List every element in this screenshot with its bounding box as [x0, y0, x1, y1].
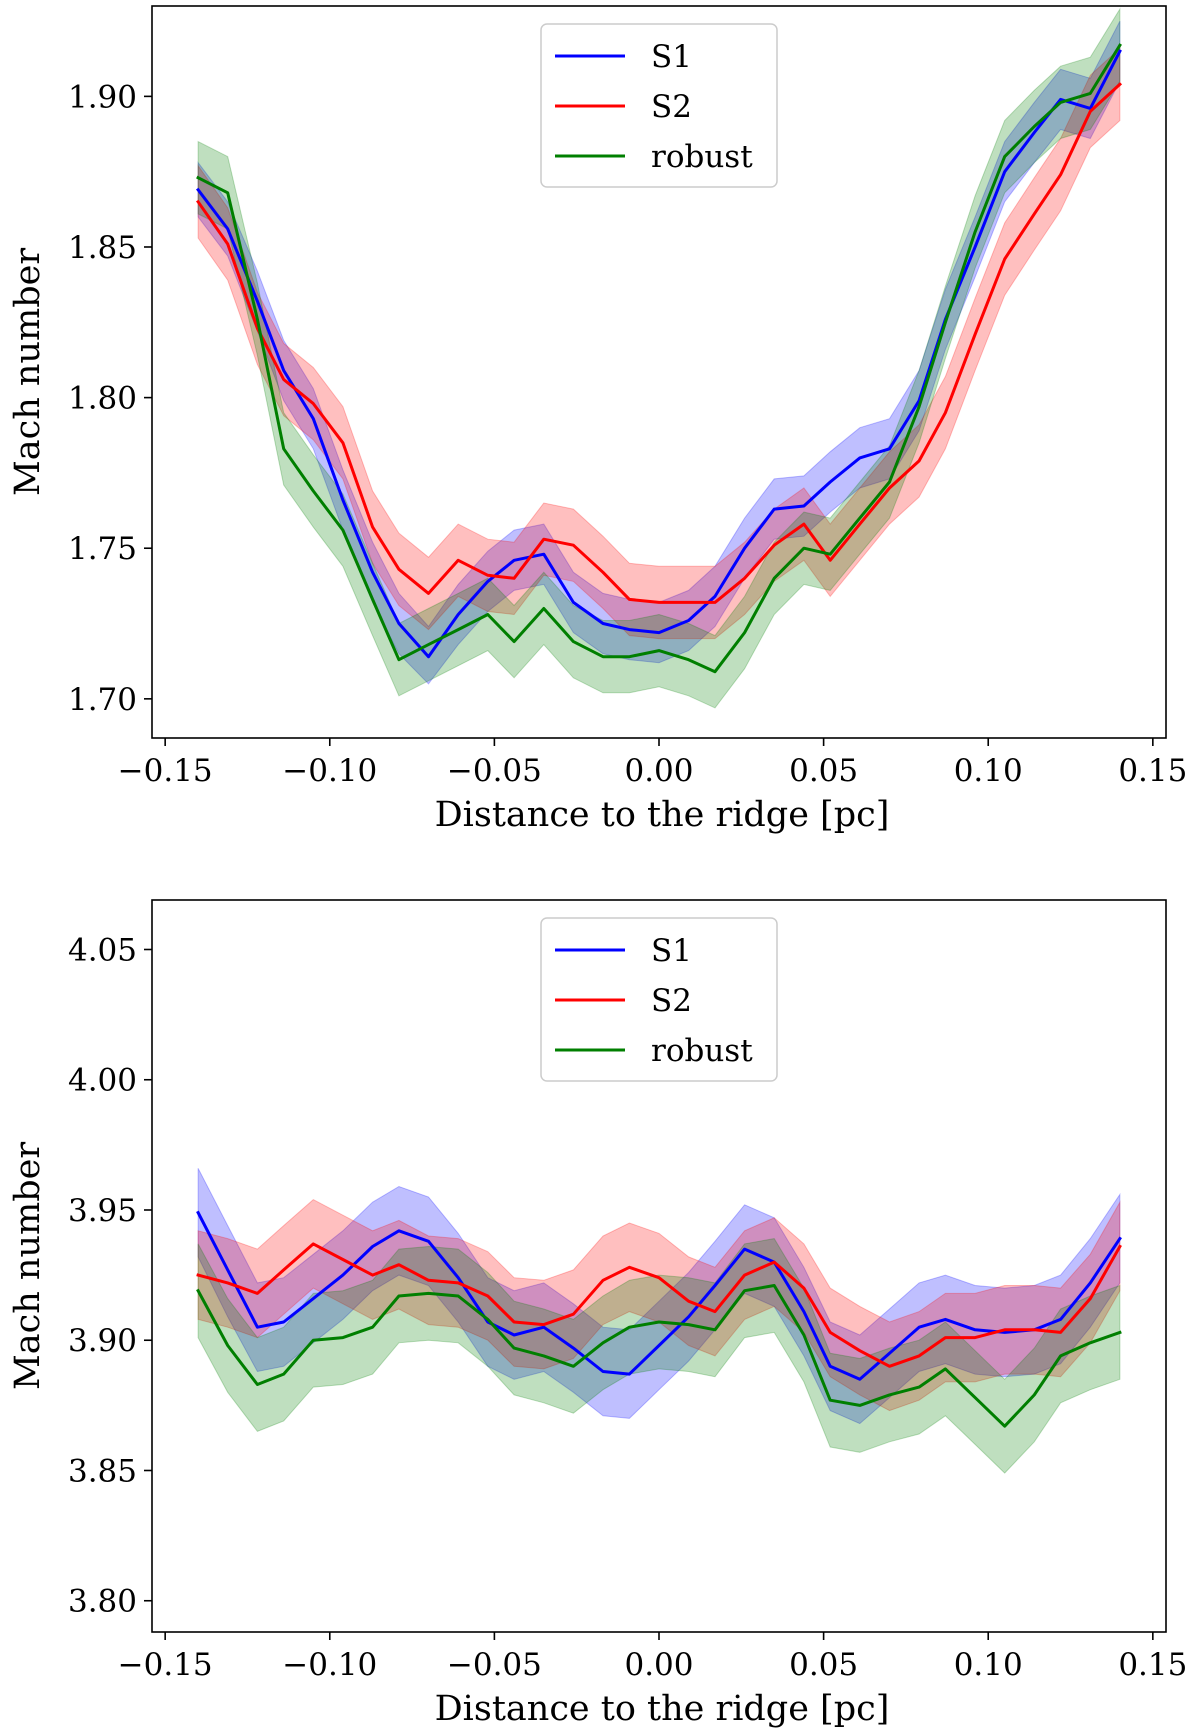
- y-tick-label: 3.90: [68, 1323, 137, 1359]
- legend-box: [540, 917, 778, 1082]
- legend-box: [540, 23, 778, 188]
- series-line-robust: [196, 1284, 1122, 1428]
- y-tick-label: 4.05: [68, 932, 137, 968]
- y-tick-label: 1.70: [68, 682, 137, 718]
- x-tick-label: 0.15: [1118, 1647, 1187, 1683]
- y-tick-label: 3.95: [68, 1193, 137, 1229]
- band-s1: [197, 1168, 1121, 1425]
- series-line-s2: [196, 82, 1123, 604]
- legend-label-s2: S2: [651, 89, 692, 125]
- x-tick-label: 0.05: [789, 1647, 858, 1683]
- series-line-robust: [196, 43, 1122, 674]
- x-tick-label: −0.10: [282, 753, 377, 789]
- plot-area: [195, 7, 1123, 709]
- y-tick-label: 3.85: [68, 1453, 137, 1489]
- y-tick-label: 1.85: [68, 230, 137, 266]
- x-tick-label: −0.15: [118, 753, 213, 789]
- x-tick-label: −0.15: [118, 1647, 213, 1683]
- x-tick-label: −0.05: [447, 1647, 542, 1683]
- legend: S1 S2 robust: [540, 23, 778, 188]
- band-robust: [197, 1238, 1121, 1474]
- legend-label-s1: S1: [651, 933, 692, 969]
- y-tick-label: 3.80: [68, 1584, 137, 1620]
- x-tick-label: −0.10: [282, 1647, 377, 1683]
- x-tick-label: 0.15: [1118, 753, 1187, 789]
- x-tick-label: 0.10: [954, 1647, 1023, 1683]
- y-tick-label: 1.75: [68, 531, 137, 567]
- band-s2: [197, 47, 1121, 640]
- x-axis-label: Distance to the ridge [pc]: [435, 1689, 890, 1729]
- band-s2: [197, 1198, 1121, 1412]
- y-axis-label: Mach number: [8, 248, 48, 496]
- x-axis-label: Distance to the ridge [pc]: [435, 795, 890, 835]
- legend-label-s2: S2: [651, 983, 692, 1019]
- chart-2: −0.15 −0.10 −0.05 0.00 0.05 0.10 0.15 3.80 3.85 3…: [8, 899, 1187, 1729]
- y-axis-label: Mach number: [8, 1142, 48, 1390]
- x-tick-label: 0.00: [624, 753, 693, 789]
- x-tick-label: 0.05: [789, 753, 858, 789]
- legend-label-s1: S1: [651, 39, 692, 75]
- x-tick-label: 0.10: [954, 753, 1023, 789]
- legend-label-robust: robust: [651, 1033, 753, 1069]
- x-tick-label: −0.05: [447, 753, 542, 789]
- series-line-s1: [195, 49, 1122, 659]
- y-tick-label: 1.80: [68, 381, 137, 417]
- x-tick-label: 0.00: [624, 1647, 693, 1683]
- series-line-s2: [196, 1242, 1122, 1368]
- y-tick-label: 1.90: [68, 79, 137, 115]
- legend-label-robust: robust: [651, 139, 753, 175]
- y-tick-label: 4.00: [68, 1063, 137, 1099]
- chart-1: −0.15 −0.10 −0.05 0.00 0.05 0.10 0.15 1.70 1.75 1…: [8, 5, 1187, 835]
- plot-area: [196, 1168, 1122, 1474]
- legend: S1 S2 robust: [540, 917, 778, 1082]
